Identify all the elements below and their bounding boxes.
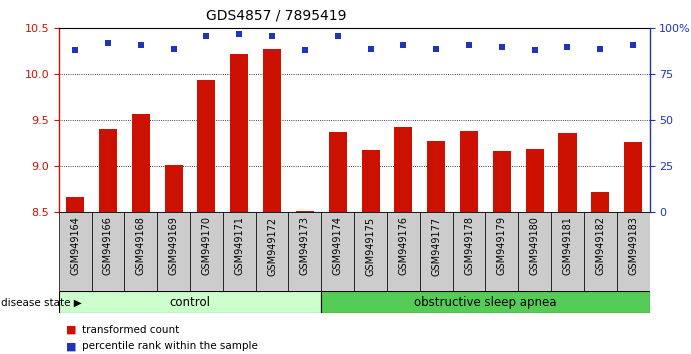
Text: GSM949168: GSM949168: [136, 216, 146, 275]
Bar: [66, 197, 84, 212]
Text: ■: ■: [66, 341, 76, 351]
Bar: [321, 212, 354, 292]
Point: [299, 47, 310, 53]
Bar: [354, 212, 387, 292]
Point: [102, 40, 113, 46]
Point: [168, 46, 179, 51]
Bar: [591, 192, 609, 212]
Bar: [124, 212, 158, 292]
Bar: [59, 212, 91, 292]
Bar: [164, 165, 182, 212]
Text: GSM949164: GSM949164: [70, 216, 80, 275]
Bar: [190, 212, 223, 292]
Text: GSM949179: GSM949179: [497, 216, 507, 275]
Text: GSM949176: GSM949176: [399, 216, 408, 275]
Text: GSM949175: GSM949175: [366, 216, 375, 275]
Bar: [157, 212, 190, 292]
Point: [201, 33, 212, 39]
Text: GSM949181: GSM949181: [562, 216, 572, 275]
Bar: [387, 212, 419, 292]
Bar: [223, 212, 256, 292]
Text: GSM949173: GSM949173: [300, 216, 310, 275]
Bar: [551, 212, 584, 292]
Bar: [329, 132, 347, 212]
Text: GSM949172: GSM949172: [267, 216, 277, 275]
Point: [496, 44, 507, 50]
Bar: [263, 48, 281, 212]
Point: [70, 47, 81, 53]
Text: GSM949174: GSM949174: [333, 216, 343, 275]
Bar: [518, 212, 551, 292]
Bar: [132, 114, 150, 212]
Bar: [198, 80, 216, 212]
Point: [562, 44, 573, 50]
Text: disease state ▶: disease state ▶: [1, 297, 82, 307]
Point: [529, 47, 540, 53]
Text: obstructive sleep apnea: obstructive sleep apnea: [414, 296, 557, 309]
Bar: [91, 212, 124, 292]
Point: [398, 42, 409, 48]
Text: transformed count: transformed count: [82, 325, 179, 335]
Bar: [460, 131, 478, 212]
Point: [430, 46, 442, 51]
Bar: [230, 54, 248, 212]
Point: [595, 46, 606, 51]
Bar: [361, 150, 379, 212]
Bar: [321, 291, 650, 313]
Text: GSM949182: GSM949182: [596, 216, 605, 275]
Point: [365, 46, 376, 51]
Bar: [99, 129, 117, 212]
Bar: [289, 212, 321, 292]
Bar: [558, 133, 576, 212]
Text: GSM949177: GSM949177: [431, 216, 441, 275]
Bar: [485, 212, 518, 292]
Point: [135, 42, 146, 48]
Bar: [296, 211, 314, 212]
Text: GSM949166: GSM949166: [103, 216, 113, 275]
Text: GDS4857 / 7895419: GDS4857 / 7895419: [206, 9, 347, 23]
Bar: [624, 142, 642, 212]
Text: GSM949178: GSM949178: [464, 216, 474, 275]
Point: [332, 33, 343, 39]
Point: [627, 42, 638, 48]
Bar: [584, 212, 616, 292]
Text: control: control: [169, 296, 211, 309]
Bar: [419, 212, 453, 292]
Bar: [493, 151, 511, 212]
Text: GSM949183: GSM949183: [628, 216, 638, 275]
Text: GSM949180: GSM949180: [530, 216, 540, 275]
Bar: [526, 149, 544, 212]
Point: [267, 33, 278, 39]
Text: GSM949169: GSM949169: [169, 216, 178, 275]
Text: GSM949170: GSM949170: [202, 216, 211, 275]
Bar: [616, 212, 650, 292]
Text: GSM949171: GSM949171: [234, 216, 244, 275]
Bar: [427, 141, 445, 212]
Point: [234, 31, 245, 37]
Point: [464, 42, 475, 48]
Text: ■: ■: [66, 325, 76, 335]
Bar: [395, 127, 413, 212]
Text: percentile rank within the sample: percentile rank within the sample: [82, 341, 258, 351]
Bar: [59, 291, 321, 313]
Bar: [256, 212, 289, 292]
Bar: [453, 212, 485, 292]
